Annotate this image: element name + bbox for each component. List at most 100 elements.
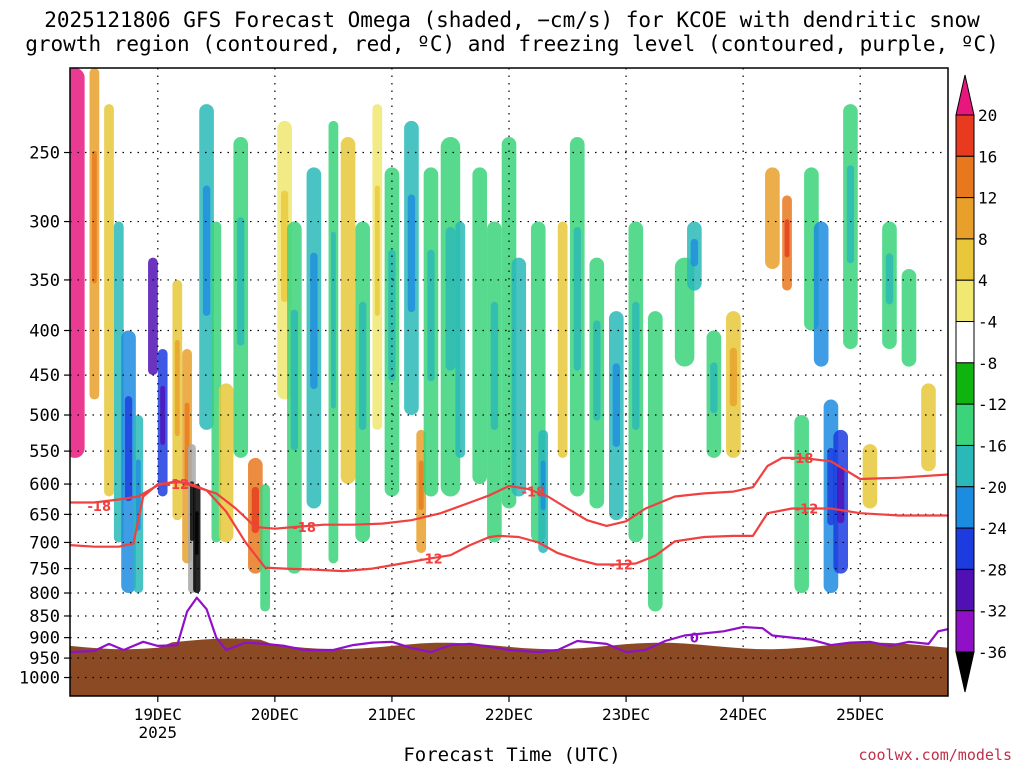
omega-shade-core — [632, 301, 640, 431]
colorbar-tick-label: -20 — [978, 478, 1007, 497]
chart-title-line2: growth region (contoured, red, ºC) and f… — [25, 32, 999, 56]
credit-text: coolwx.com/models — [858, 746, 1012, 764]
omega-shade-core — [251, 486, 260, 534]
omega-shade-core — [290, 309, 299, 451]
y-tick-label: 250 — [29, 144, 60, 164]
y-tick-label: 700 — [29, 533, 60, 553]
y-tick-label: 400 — [29, 322, 60, 342]
omega-shade-core — [189, 481, 194, 541]
omega-shade-core — [124, 396, 133, 502]
colorbar-top-arrow — [955, 74, 975, 116]
contour-label: -12 — [166, 478, 190, 493]
omega-shade-core — [418, 460, 424, 510]
colorbar-tick-label: -28 — [978, 560, 1007, 579]
y-tick-label: 1000 — [19, 669, 60, 689]
omega-shade-stripe — [472, 167, 488, 485]
y-tick-label: 600 — [29, 475, 60, 495]
colorbar-tick-label: -8 — [978, 354, 997, 373]
omega-shade-core — [784, 219, 790, 258]
y-tick-label: 550 — [29, 442, 60, 462]
omega-shade-core — [359, 301, 367, 431]
colorbar-segment — [955, 321, 975, 364]
omega-shade-stripe — [70, 68, 85, 458]
contour-line--12 — [70, 481, 948, 573]
omega-shade-stripe — [511, 257, 527, 497]
x-tick-sublabel: 2025 — [139, 723, 178, 742]
colorbar-segment — [955, 114, 975, 157]
omega-shade-core — [427, 249, 435, 382]
contour-label: -18 — [88, 500, 112, 515]
omega-shading — [70, 68, 936, 612]
contour-label: 0 — [690, 632, 699, 647]
colorbar-tick-label: -16 — [978, 436, 1007, 455]
colorbar-segment — [955, 444, 975, 488]
omega-shade-core — [490, 301, 499, 431]
colorbar-tick-label: 4 — [978, 271, 988, 290]
omega-shade-core — [194, 511, 199, 555]
temperature-contours: -18 -18 -18 -18 -12 -12 -12 -12 0 — [70, 452, 948, 654]
colorbar-segment — [955, 197, 975, 240]
omega-shade-core — [310, 252, 318, 390]
x-tick-label: 19DEC — [134, 705, 182, 724]
colorbar-segment — [955, 610, 975, 653]
omega-shade-core — [160, 385, 166, 445]
x-tick-label: 24DEC — [719, 705, 767, 724]
colorbar-tick-label: 20 — [978, 106, 997, 125]
omega-shade-core — [846, 165, 855, 264]
omega-shade-core — [612, 363, 620, 447]
omega-shade-core — [91, 150, 97, 284]
chart-title-line1: 2025121806 GFS Forecast Omega (shaded, −… — [44, 8, 980, 32]
omega-shade-core — [237, 217, 245, 346]
y-tick-label: 900 — [29, 629, 60, 649]
y-tick-label: 450 — [29, 366, 60, 386]
omega-shade-core — [280, 190, 289, 303]
x-tick-label: 25DEC — [836, 705, 884, 724]
colorbar-segment — [955, 527, 975, 570]
omega-shade-core — [330, 231, 336, 409]
terrain-ground — [70, 638, 948, 696]
omega-shade-core — [388, 249, 396, 382]
omega-shade-core — [710, 362, 718, 414]
omega-shade-stripe — [557, 221, 568, 458]
omega-shade-core — [407, 194, 416, 313]
omega-shade-core — [729, 347, 738, 407]
omega-shade-stripe — [455, 221, 466, 458]
colorbar-bottom-arrow — [955, 651, 975, 693]
omega-shade-stripe — [901, 268, 917, 367]
contour-label: -12 — [419, 552, 443, 567]
omega-shade-core — [174, 339, 180, 437]
x-tick-label: 22DEC — [485, 705, 533, 724]
y-tick-label: 350 — [29, 271, 60, 291]
colorbar-tick-label: -12 — [978, 395, 1007, 414]
contour-label: -12 — [795, 503, 819, 518]
colorbar-tick-label: -32 — [978, 602, 1007, 621]
colorbar-segment — [955, 238, 975, 281]
y-tick-label: 650 — [29, 505, 60, 525]
y-tick-label: 800 — [29, 584, 60, 604]
omega-shade-core — [573, 226, 581, 371]
colorbar-tick-label: 12 — [978, 189, 997, 208]
omega-shade-stripe — [794, 415, 809, 594]
colorbar-tick-label: -4 — [978, 313, 997, 332]
colorbar-segment — [955, 155, 975, 199]
y-tick-label: 300 — [29, 213, 60, 233]
contour-label: -12 — [609, 559, 633, 574]
omega-shade-core — [202, 185, 211, 316]
colorbar: 20 16 12 8 4 -4 -8 -12 -16 -20 -24 -28 -32 -36 — [955, 74, 1007, 693]
y-tick-label: 950 — [29, 649, 60, 669]
x-axis-title: Forecast Time (UTC) — [403, 744, 621, 766]
colorbar-segment — [955, 362, 975, 405]
omega-shade-core — [827, 447, 835, 526]
omega-shade-stripe — [148, 257, 158, 376]
contour-label: -18 — [790, 452, 814, 467]
y-tick-label: 750 — [29, 560, 60, 580]
colorbar-segment — [955, 486, 975, 529]
colorbar-segment — [955, 403, 975, 446]
omega-shade-core — [690, 238, 699, 267]
y-tick-label: 500 — [29, 406, 60, 426]
colorbar-segment — [955, 279, 975, 323]
colorbar-tick-label: 8 — [978, 230, 988, 249]
x-tick-label: 20DEC — [251, 705, 299, 724]
